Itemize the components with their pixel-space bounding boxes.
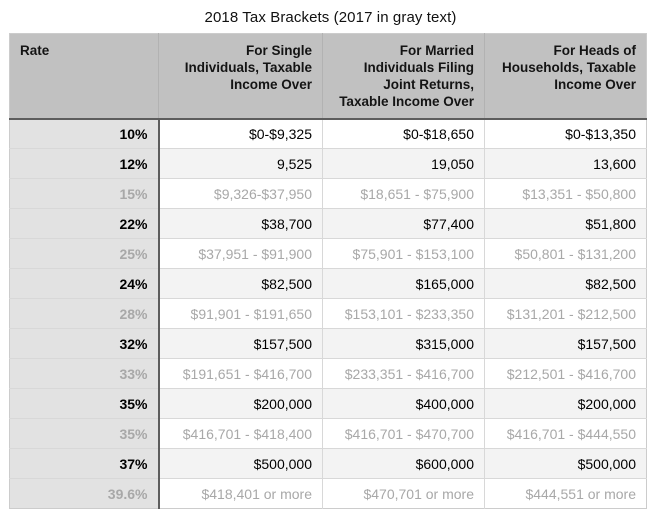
married-cell: $600,000 [322, 448, 485, 479]
table-row: 35% $416,701 - $418,400 $416,701 - $470,… [9, 418, 647, 449]
rate-cell: 15% [9, 178, 160, 209]
married-cell: $315,000 [322, 328, 485, 359]
single-cell: $91,901 - $191,650 [158, 298, 323, 329]
single-cell: $0-$9,325 [158, 118, 323, 149]
table-header-row: Rate For Single Individuals, Taxable Inc… [9, 33, 647, 120]
rate-cell: 24% [9, 268, 160, 299]
heads-cell: $157,500 [484, 328, 647, 359]
single-cell: $38,700 [158, 208, 323, 239]
single-cell: 9,525 [158, 148, 323, 179]
married-cell: $77,400 [322, 208, 485, 239]
column-header-heads: For Heads of Households, Taxable Income … [484, 33, 647, 120]
table-row: 39.6% $418,401 or more $470,701 or more … [9, 478, 647, 509]
married-cell: $233,351 - $416,700 [322, 358, 485, 389]
table-row: 15% $9,326-$37,950 $18,651 - $75,900 $13… [9, 178, 647, 209]
table-row: 33% $191,651 - $416,700 $233,351 - $416,… [9, 358, 647, 389]
table-row: 28% $91,901 - $191,650 $153,101 - $233,3… [9, 298, 647, 329]
rate-cell: 35% [9, 418, 160, 449]
married-cell: $75,901 - $153,100 [322, 238, 485, 269]
heads-cell: $0-$13,350 [484, 118, 647, 149]
rate-cell: 39.6% [9, 478, 160, 509]
rate-cell: 25% [9, 238, 160, 269]
table-row: 25% $37,951 - $91,900 $75,901 - $153,100… [9, 238, 647, 269]
rate-cell: 35% [9, 388, 160, 419]
column-header-single: For Single Individuals, Taxable Income O… [158, 33, 323, 120]
heads-cell: $416,701 - $444,550 [484, 418, 647, 449]
page-title: 2018 Tax Brackets (2017 in gray text) [204, 9, 457, 26]
table-row: 37% $500,000 $600,000 $500,000 [9, 448, 647, 479]
heads-cell: $82,500 [484, 268, 647, 299]
single-cell: $191,651 - $416,700 [158, 358, 323, 389]
heads-cell: $50,801 - $131,200 [484, 238, 647, 269]
married-cell: $416,701 - $470,700 [322, 418, 485, 449]
rate-cell: 37% [9, 448, 160, 479]
rate-cell: 32% [9, 328, 160, 359]
married-cell: $470,701 or more [322, 478, 485, 509]
table-row: 10% $0-$9,325 $0-$18,650 $0-$13,350 [9, 118, 647, 149]
heads-cell: 13,600 [484, 148, 647, 179]
rate-cell: 33% [9, 358, 160, 389]
single-cell: $82,500 [158, 268, 323, 299]
single-cell: $500,000 [158, 448, 323, 479]
single-cell: $200,000 [158, 388, 323, 419]
heads-cell: $51,800 [484, 208, 647, 239]
rate-cell: 10% [9, 118, 160, 149]
married-cell: $18,651 - $75,900 [322, 178, 485, 209]
heads-cell: $500,000 [484, 448, 647, 479]
tax-brackets-table: Rate For Single Individuals, Taxable Inc… [9, 33, 647, 509]
heads-cell: $200,000 [484, 388, 647, 419]
column-header-rate: Rate [9, 33, 159, 120]
table-row: 32% $157,500 $315,000 $157,500 [9, 328, 647, 359]
heads-cell: $131,201 - $212,500 [484, 298, 647, 329]
married-cell: $153,101 - $233,350 [322, 298, 485, 329]
table-row: 12% 9,525 19,050 13,600 [9, 148, 647, 179]
table-row: 24% $82,500 $165,000 $82,500 [9, 268, 647, 299]
married-cell: $400,000 [322, 388, 485, 419]
single-cell: $416,701 - $418,400 [158, 418, 323, 449]
heads-cell: $13,351 - $50,800 [484, 178, 647, 209]
heads-cell: $212,501 - $416,700 [484, 358, 647, 389]
column-header-married: For Married Individuals Filing Joint Ret… [322, 33, 485, 120]
single-cell: $9,326-$37,950 [158, 178, 323, 209]
married-cell: 19,050 [322, 148, 485, 179]
single-cell: $418,401 or more [158, 478, 323, 509]
heads-cell: $444,551 or more [484, 478, 647, 509]
married-cell: $165,000 [322, 268, 485, 299]
table-row: 22% $38,700 $77,400 $51,800 [9, 208, 647, 239]
married-cell: $0-$18,650 [322, 118, 485, 149]
rate-cell: 22% [9, 208, 160, 239]
single-cell: $157,500 [158, 328, 323, 359]
rate-cell: 28% [9, 298, 160, 329]
rate-cell: 12% [9, 148, 160, 179]
table-row: 35% $200,000 $400,000 $200,000 [9, 388, 647, 419]
single-cell: $37,951 - $91,900 [158, 238, 323, 269]
